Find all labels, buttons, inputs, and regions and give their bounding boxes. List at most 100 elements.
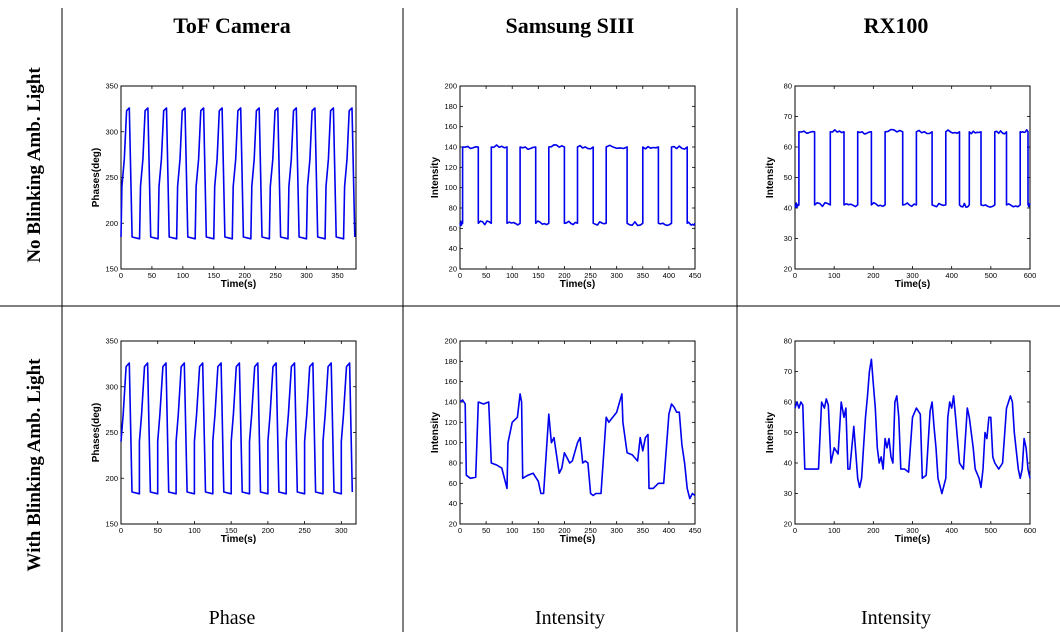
x-tick-label: 150 [225,526,238,535]
series-line-0 [459,144,696,227]
y-tick-label: 80 [784,337,792,346]
series-line-0 [794,358,1031,495]
row-header-no-blink: No Blinking Amb. Light [24,67,45,263]
chart-tof-with-blink: 0 50 100 150 200 250 300 150 200 250 300 350 Time(s)… [91,337,357,545]
y-tick-label: 160 [444,122,457,131]
y-tick-label: 20 [784,265,792,274]
y-tick-label: 350 [105,82,118,91]
y-tick-label: 40 [449,244,457,253]
y-tick-label: 140 [444,398,457,407]
column-header-samsung: Samsung SIII [505,13,634,38]
y-tick-label: 200 [444,337,457,346]
x-tick-label: 450 [689,526,702,535]
bottom-label-phase: Phase [209,607,256,629]
chart-samsung-with-blink: 0 50 100 150 200 250 300 350 400 450 20 40 60 80 100 12… [430,337,701,546]
chart-samsung-no-blink: 0 50 100 150 200 250 300 350 400 450 20 40 60 80 100 12… [430,82,701,291]
y-tick-label: 160 [444,377,457,386]
y-tick-label: 120 [444,163,457,172]
x-tick-label: 0 [458,271,462,280]
x-tick-label: 250 [269,271,282,280]
x-axis-label: Time(s) [560,279,595,290]
x-tick-label: 0 [793,526,797,535]
y-tick-label: 60 [784,143,792,152]
bottom-label-intensity-rx100: Intensity [861,607,931,629]
y-tick-label: 50 [784,428,792,437]
x-tick-label: 100 [828,526,841,535]
y-tick-label: 70 [784,367,792,376]
y-tick-label: 30 [784,234,792,243]
y-tick-label: 80 [449,204,457,213]
x-tick-label: 200 [262,526,275,535]
x-tick-label: 50 [154,526,162,535]
x-tick-label: 200 [867,271,880,280]
y-tick-label: 20 [449,265,457,274]
x-tick-label: 300 [906,526,919,535]
x-tick-label: 200 [867,526,880,535]
x-tick-label: 200 [238,271,251,280]
x-axis-label: Time(s) [895,279,930,290]
y-tick-label: 50 [784,173,792,182]
x-axis-label: Time(s) [221,279,256,290]
x-tick-label: 350 [637,526,650,535]
plot-area [459,340,696,525]
y-tick-label: 60 [449,224,457,233]
plot-area [794,85,1031,270]
y-tick-label: 180 [444,102,457,111]
x-tick-label: 300 [335,526,348,535]
x-tick-label: 500 [985,271,998,280]
x-tick-label: 200 [558,271,571,280]
x-tick-label: 100 [177,271,190,280]
series-line-0 [794,128,1031,208]
x-tick-label: 0 [458,526,462,535]
x-axis-label: Time(s) [560,534,595,545]
y-axis-label: Intensity [765,412,776,454]
y-tick-label: 100 [444,183,457,192]
x-axis-label: Time(s) [221,534,256,545]
x-tick-label: 250 [584,271,597,280]
y-axis-label: Phases(deg) [91,403,102,462]
y-tick-label: 20 [449,520,457,529]
x-tick-label: 450 [689,271,702,280]
column-header-rx100: RX100 [864,13,929,38]
y-tick-label: 200 [105,474,118,483]
x-tick-label: 400 [663,526,676,535]
x-tick-label: 250 [298,526,311,535]
row-header-with-blink: With Blinking Amb. Light [24,358,45,572]
y-tick-label: 70 [784,112,792,121]
x-tick-label: 150 [532,526,545,535]
plot-area [120,340,357,525]
y-axis-label: Intensity [430,412,441,454]
x-tick-label: 300 [610,526,623,535]
y-axis-label: Intensity [765,157,776,199]
x-tick-label: 300 [906,271,919,280]
x-tick-label: 400 [663,271,676,280]
y-tick-label: 300 [105,127,118,136]
chart-rx100-no-blink: 0 100 200 300 400 500 600 20 30 40 50 60 70 80 Time(s)… [765,82,1036,291]
y-tick-label: 250 [105,173,118,182]
y-tick-label: 20 [784,520,792,529]
x-tick-label: 100 [506,526,519,535]
y-tick-label: 120 [444,418,457,427]
x-tick-label: 100 [828,271,841,280]
y-axis-label: Phases(deg) [91,148,102,207]
x-tick-label: 200 [558,526,571,535]
column-header-tof: ToF Camera [173,13,291,38]
y-tick-label: 40 [449,499,457,508]
chart-tof-no-blink: 0 50 100 150 200 250 300 350 150 200 250 300 350 Time… [91,82,357,290]
y-tick-label: 140 [444,143,457,152]
x-tick-label: 300 [610,271,623,280]
bottom-label-intensity-samsung: Intensity [535,607,605,629]
x-tick-label: 500 [985,526,998,535]
x-tick-label: 50 [148,271,156,280]
y-tick-label: 180 [444,357,457,366]
x-tick-label: 600 [1024,271,1037,280]
series-line-0 [120,107,356,240]
y-tick-label: 350 [105,337,118,346]
y-tick-label: 150 [105,520,118,529]
x-tick-label: 350 [637,271,650,280]
y-tick-label: 60 [784,398,792,407]
y-tick-label: 40 [784,204,792,213]
y-tick-label: 150 [105,265,118,274]
x-tick-label: 100 [188,526,201,535]
